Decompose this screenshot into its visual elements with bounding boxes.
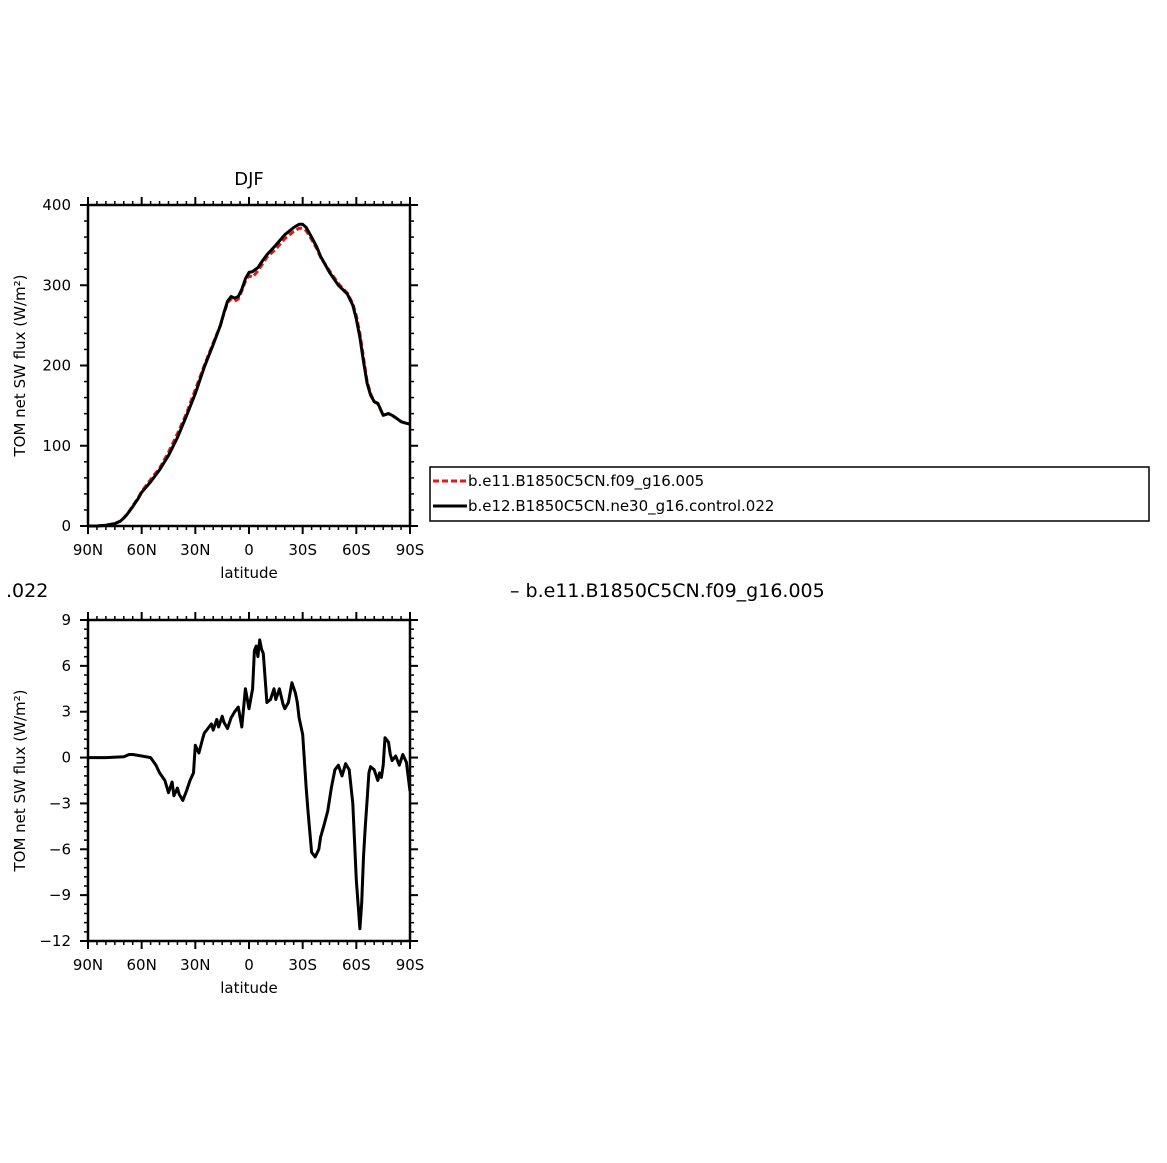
bottom-panel: 90N 60N 30N 0 30S 60S 90S 9 6 3 0 −3 −6 −9 −12 latitude… bbox=[11, 611, 424, 997]
y-tick-label: 400 bbox=[42, 196, 71, 214]
y-tick-label: 200 bbox=[42, 357, 71, 375]
y-tick-label: 300 bbox=[42, 276, 71, 294]
y-tick-label: 3 bbox=[61, 703, 71, 721]
x-axis-label: latitude bbox=[220, 564, 278, 582]
x-tick-label: 0 bbox=[244, 541, 254, 559]
y-tick-label: 0 bbox=[61, 517, 71, 535]
legend: b.e11.B1850C5CN.f09_g16.005 b.e12.B1850C5… bbox=[429, 466, 1150, 522]
legend-label-0: b.e11.B1850C5CN.f09_g16.005 bbox=[468, 472, 704, 491]
y-tick-label: 100 bbox=[42, 437, 71, 455]
x-tick-label: 30N bbox=[180, 541, 210, 559]
series-line-0 bbox=[88, 638, 412, 931]
plot-frame bbox=[86, 203, 412, 528]
y-tick-label: 9 bbox=[61, 611, 71, 629]
x-tick-label: 0 bbox=[244, 956, 254, 974]
y-axis-label: TOM net SW flux (W/m²) bbox=[11, 690, 29, 873]
x-tick-label: 60S bbox=[342, 956, 371, 974]
y-tick-label: −6 bbox=[49, 840, 71, 858]
x-tick-label: 60S bbox=[342, 541, 371, 559]
x-tick-label: 30N bbox=[180, 956, 210, 974]
y-tick-label: −9 bbox=[49, 886, 71, 904]
legend-box bbox=[429, 466, 1150, 522]
y-tick-label: 6 bbox=[61, 657, 71, 675]
x-tick-label: 30S bbox=[288, 956, 317, 974]
x-tick-label: 90S bbox=[396, 541, 425, 559]
x-tick-label: 90S bbox=[396, 956, 425, 974]
y-tick-label: 0 bbox=[61, 749, 71, 767]
x-tick-label: 90N bbox=[73, 541, 103, 559]
y-tick-label: −3 bbox=[49, 794, 71, 812]
x-tick-label: 60N bbox=[127, 956, 157, 974]
x-axis-label: latitude bbox=[220, 979, 278, 997]
chart-title: DJF bbox=[234, 169, 264, 190]
y-tick-label: −12 bbox=[39, 932, 71, 950]
y-axis-label: TOM net SW flux (W/m²) bbox=[11, 275, 29, 458]
floating-text-right: – b.e11.B1850C5CN.f09_g16.005 bbox=[510, 580, 825, 602]
x-tick-label: 30S bbox=[288, 541, 317, 559]
series-line-1 bbox=[88, 222, 411, 528]
top-panel: 90N 60N 30N 0 30S 60S 90S 0 100 200 300 400 latitude… bbox=[11, 169, 424, 582]
floating-text-left: .022 bbox=[6, 580, 48, 602]
legend-label-1: b.e12.B1850C5CN.ne30_g16.control.022 bbox=[468, 497, 774, 516]
x-tick-label: 90N bbox=[73, 956, 103, 974]
x-tick-label: 60N bbox=[127, 541, 157, 559]
